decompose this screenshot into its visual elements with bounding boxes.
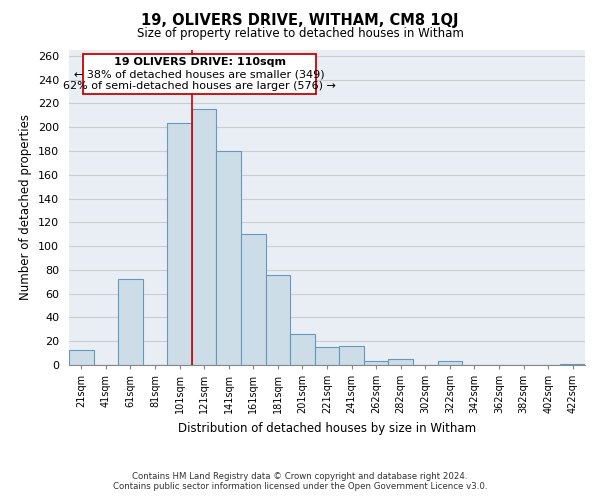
Bar <box>266 274 290 365</box>
Bar <box>241 234 266 365</box>
Text: 62% of semi-detached houses are larger (576) →: 62% of semi-detached houses are larger (… <box>63 81 336 91</box>
Bar <box>339 346 364 365</box>
Text: Size of property relative to detached houses in Witham: Size of property relative to detached ho… <box>137 28 463 40</box>
Text: Contains HM Land Registry data © Crown copyright and database right 2024.
Contai: Contains HM Land Registry data © Crown c… <box>113 472 487 491</box>
Bar <box>167 122 192 365</box>
Text: ← 38% of detached houses are smaller (349): ← 38% of detached houses are smaller (34… <box>74 69 325 79</box>
Bar <box>560 364 585 365</box>
Bar <box>315 347 339 365</box>
Y-axis label: Number of detached properties: Number of detached properties <box>19 114 32 300</box>
Bar <box>388 359 413 365</box>
X-axis label: Distribution of detached houses by size in Witham: Distribution of detached houses by size … <box>178 422 476 434</box>
Bar <box>83 54 316 94</box>
Text: 19 OLIVERS DRIVE: 110sqm: 19 OLIVERS DRIVE: 110sqm <box>113 57 286 67</box>
Text: 19, OLIVERS DRIVE, WITHAM, CM8 1QJ: 19, OLIVERS DRIVE, WITHAM, CM8 1QJ <box>141 12 459 28</box>
Bar <box>364 362 388 365</box>
Bar <box>437 362 462 365</box>
Bar <box>217 151 241 365</box>
Bar <box>192 110 217 365</box>
Bar <box>118 280 143 365</box>
Bar <box>69 350 94 365</box>
Bar <box>290 334 315 365</box>
